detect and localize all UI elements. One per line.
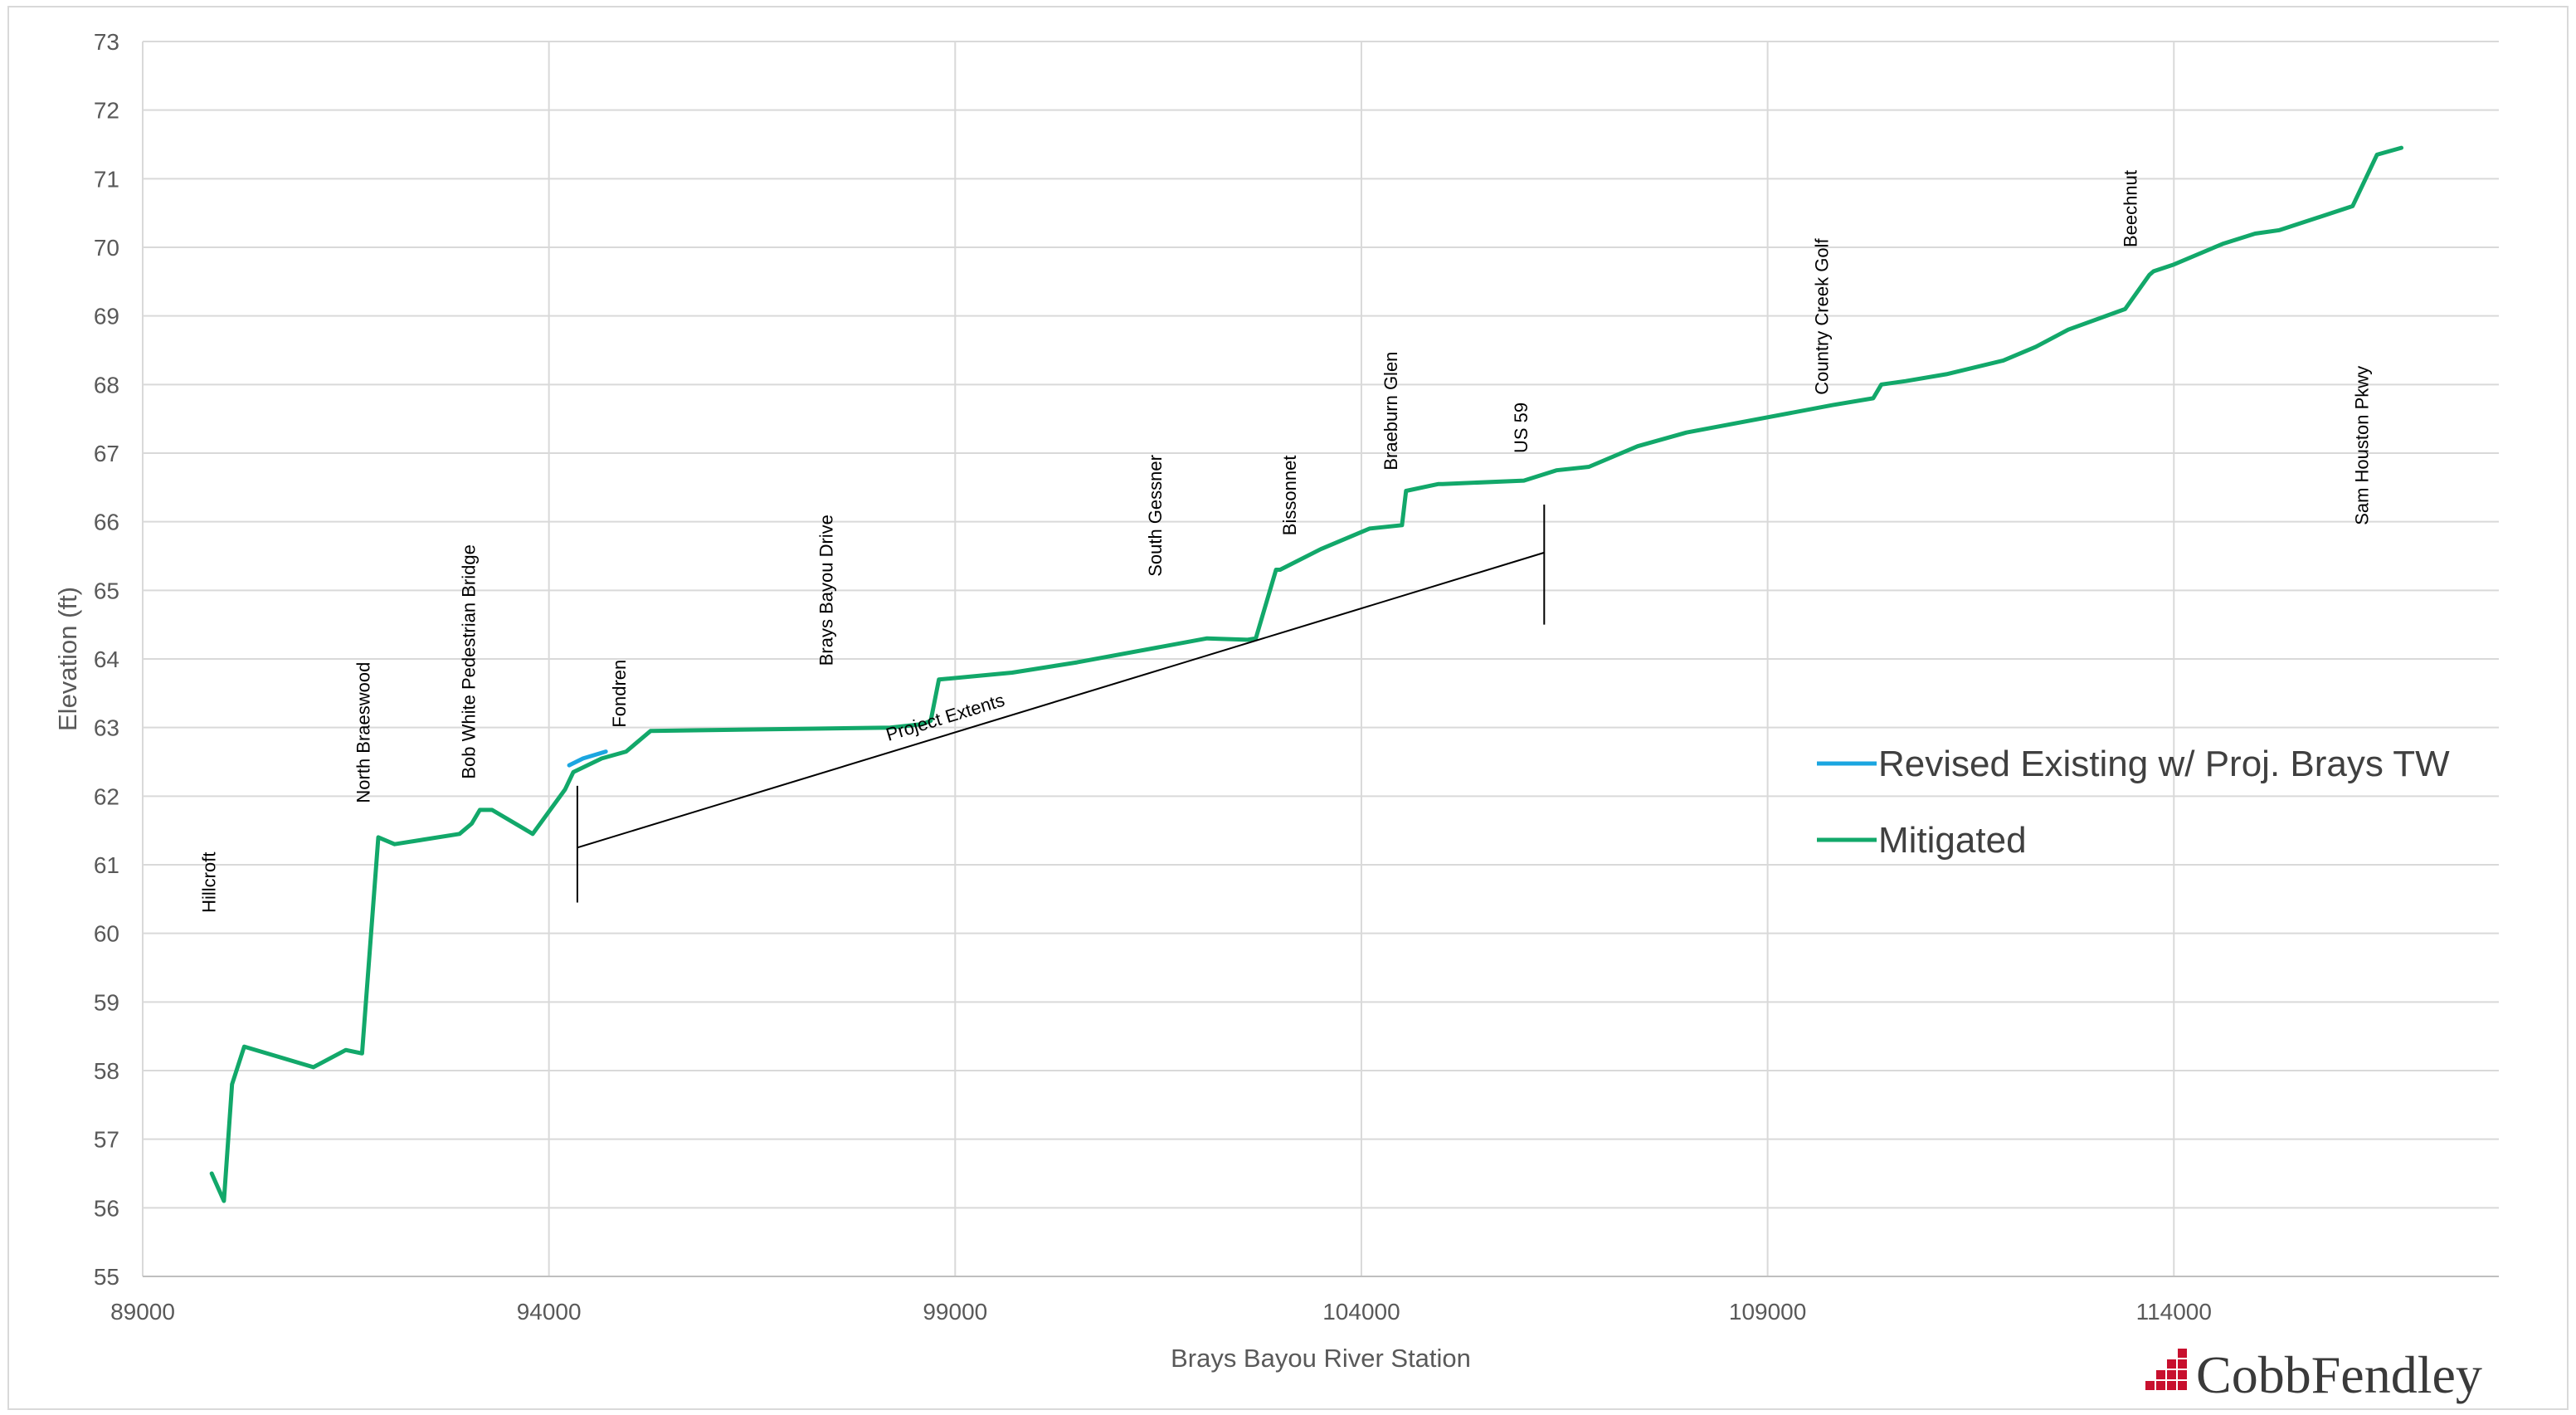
legend-label-mitigated: Mitigated (1878, 820, 2027, 861)
brand-logo: CobbFendley (2145, 1345, 2482, 1404)
annotation-label: Sam Houston Pkwy (2352, 366, 2373, 525)
annotation-label: Beechnut (2120, 170, 2140, 247)
x-tick-label: 104000 (1322, 1299, 1400, 1325)
logo-square (2167, 1381, 2176, 1390)
logo-square (2178, 1381, 2187, 1390)
tick-labels: 55 56 57 58 59 60 61 62 63 64 65 66 67 68 69 70 71 72 73 89… (94, 29, 2212, 1325)
logo-square (2156, 1370, 2165, 1379)
y-tick-label: 67 (94, 441, 119, 466)
x-tick-label: 89000 (110, 1299, 175, 1325)
y-tick-label: 60 (94, 921, 119, 947)
annotation-label: Braeburn Glen (1381, 352, 1401, 471)
y-tick-label: 73 (94, 29, 119, 55)
y-tick-label: 55 (94, 1264, 119, 1290)
logo-mark-icon (2145, 1349, 2187, 1390)
annotation-label: Bob White Pedestrian Bridge (459, 544, 480, 779)
x-tick-label: 114000 (2136, 1299, 2212, 1325)
logo-square (2178, 1359, 2187, 1369)
chart-border (7, 6, 2569, 1410)
logo-square (2167, 1359, 2176, 1369)
logo-square (2156, 1381, 2165, 1390)
x-tick-label: 94000 (517, 1299, 582, 1325)
y-tick-label: 69 (94, 304, 119, 329)
logo-square (2145, 1381, 2155, 1390)
y-tick-label: 59 (94, 989, 119, 1015)
y-tick-label: 65 (94, 578, 119, 603)
annotation-label: US 59 (1511, 403, 1531, 453)
y-axis-title: Elevation (ft) (53, 587, 82, 731)
y-tick-label: 68 (94, 372, 119, 398)
annotation-label: Hillcroft (198, 852, 219, 913)
x-tick-label: 99000 (923, 1299, 987, 1325)
y-tick-label: 72 (94, 98, 119, 124)
y-tick-label: 56 (94, 1195, 119, 1221)
legend: Revised Existing w/ Proj. Brays TW Mitig… (1817, 744, 2450, 861)
y-tick-label: 57 (94, 1127, 119, 1153)
annotation-label: Bissonnet (1279, 456, 1300, 536)
annotation-label: North Braeswood (353, 662, 373, 803)
annotation-label: Country Creek Golf (1811, 238, 1832, 395)
annotation-label: South Gessner (1145, 455, 1166, 577)
y-tick-label: 63 (94, 715, 119, 741)
annotations: Hillcroft North Braeswood Bob White Pedest… (198, 170, 2372, 913)
project-extents-line (577, 551, 1545, 849)
y-tick-label: 64 (94, 647, 119, 672)
logo-square (2178, 1370, 2187, 1379)
logo-square (2167, 1370, 2176, 1379)
y-tick-label: 70 (94, 235, 119, 261)
y-tick-label: 61 (94, 852, 119, 878)
y-tick-label: 71 (94, 166, 119, 192)
y-tick-label: 62 (94, 783, 119, 809)
annotation-label: Fondren (609, 660, 630, 728)
logo-square (2178, 1349, 2187, 1358)
logo-wordmark: CobbFendley (2196, 1345, 2482, 1404)
gridlines (142, 41, 2499, 1277)
annotation-label: Brays Bayou Drive (816, 515, 837, 666)
x-axis-title: Brays Bayou River Station (1171, 1344, 1471, 1373)
x-tick-label: 109000 (1729, 1299, 1806, 1325)
legend-label-revised-existing: Revised Existing w/ Proj. Brays TW (1878, 744, 2450, 784)
data-series (209, 145, 2403, 1203)
y-tick-label: 58 (94, 1058, 119, 1084)
y-tick-label: 66 (94, 510, 119, 535)
